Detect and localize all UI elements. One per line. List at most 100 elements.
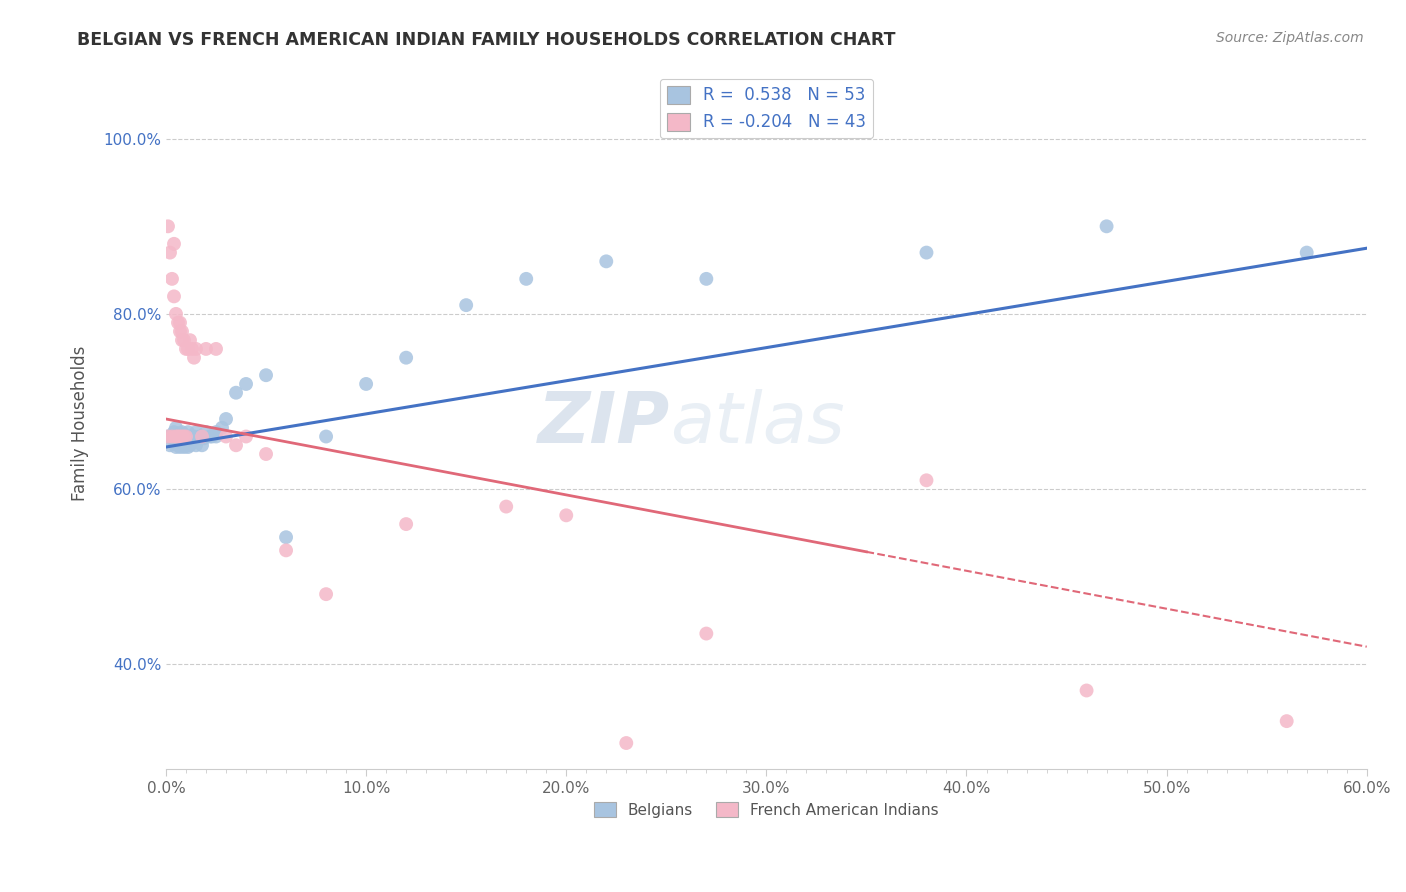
Point: [595, 254, 617, 268]
Point: [235, 429, 257, 443]
Point: [173, 440, 195, 454]
Point: [254, 447, 277, 461]
Point: [179, 429, 201, 443]
Point: [195, 342, 218, 356]
Point: [165, 421, 187, 435]
Point: [225, 385, 247, 400]
Text: ZIP: ZIP: [538, 389, 671, 458]
Point: [174, 342, 197, 356]
Point: [170, 325, 193, 339]
Point: [614, 736, 637, 750]
Point: [1076, 683, 1098, 698]
Point: [170, 429, 193, 443]
Legend: Belgians, French American Indians: Belgians, French American Indians: [588, 796, 945, 824]
Point: [191, 429, 214, 443]
Point: [173, 333, 195, 347]
Point: [163, 289, 186, 303]
Point: [187, 431, 209, 445]
Point: [184, 342, 207, 356]
Point: [191, 438, 214, 452]
Point: [170, 425, 193, 439]
Point: [170, 434, 193, 448]
Point: [201, 429, 224, 443]
Point: [163, 434, 186, 448]
Point: [167, 316, 190, 330]
Point: [167, 429, 190, 443]
Point: [177, 440, 200, 454]
Point: [1275, 714, 1298, 728]
Point: [274, 530, 297, 544]
Text: atlas: atlas: [671, 389, 845, 458]
Text: Source: ZipAtlas.com: Source: ZipAtlas.com: [1216, 31, 1364, 45]
Point: [183, 351, 205, 365]
Point: [174, 429, 197, 443]
Point: [211, 421, 233, 435]
Point: [165, 429, 187, 443]
Point: [169, 429, 191, 443]
Point: [179, 438, 201, 452]
Point: [215, 429, 238, 443]
Point: [254, 368, 277, 383]
Point: [515, 272, 537, 286]
Point: [191, 429, 214, 443]
Point: [165, 307, 187, 321]
Text: BELGIAN VS FRENCH AMERICAN INDIAN FAMILY HOUSEHOLDS CORRELATION CHART: BELGIAN VS FRENCH AMERICAN INDIAN FAMILY…: [77, 31, 896, 49]
Point: [695, 626, 717, 640]
Point: [170, 438, 193, 452]
Point: [188, 429, 211, 443]
Point: [215, 412, 238, 426]
Point: [160, 429, 183, 443]
Point: [395, 351, 418, 365]
Point: [163, 236, 186, 251]
Point: [156, 219, 179, 234]
Point: [165, 440, 187, 454]
Point: [179, 333, 201, 347]
Point: [156, 429, 179, 443]
Point: [169, 429, 191, 443]
Point: [225, 438, 247, 452]
Point: [235, 376, 257, 391]
Point: [167, 429, 190, 443]
Point: [169, 325, 191, 339]
Point: [177, 425, 200, 439]
Point: [181, 431, 204, 445]
Point: [177, 342, 200, 356]
Point: [315, 587, 337, 601]
Point: [184, 425, 207, 439]
Point: [205, 425, 228, 439]
Point: [915, 473, 938, 487]
Point: [695, 272, 717, 286]
Point: [198, 429, 221, 443]
Point: [173, 431, 195, 445]
Y-axis label: Family Households: Family Households: [72, 346, 89, 501]
Point: [915, 245, 938, 260]
Point: [174, 429, 197, 443]
Point: [183, 429, 205, 443]
Point: [315, 429, 337, 443]
Point: [169, 316, 191, 330]
Point: [159, 438, 181, 452]
Point: [555, 508, 578, 523]
Point: [156, 429, 179, 443]
Point: [160, 272, 183, 286]
Point: [274, 543, 297, 558]
Point: [184, 438, 207, 452]
Point: [354, 376, 377, 391]
Point: [163, 425, 186, 439]
Point: [167, 438, 190, 452]
Point: [159, 245, 181, 260]
Point: [1095, 219, 1118, 234]
Point: [395, 517, 418, 532]
Point: [160, 429, 183, 443]
Point: [170, 333, 193, 347]
Point: [193, 431, 215, 445]
Point: [205, 342, 228, 356]
Point: [169, 440, 191, 454]
Point: [495, 500, 517, 514]
Point: [195, 425, 218, 439]
Point: [1295, 245, 1317, 260]
Point: [205, 429, 228, 443]
Point: [181, 342, 204, 356]
Point: [456, 298, 478, 312]
Point: [165, 431, 187, 445]
